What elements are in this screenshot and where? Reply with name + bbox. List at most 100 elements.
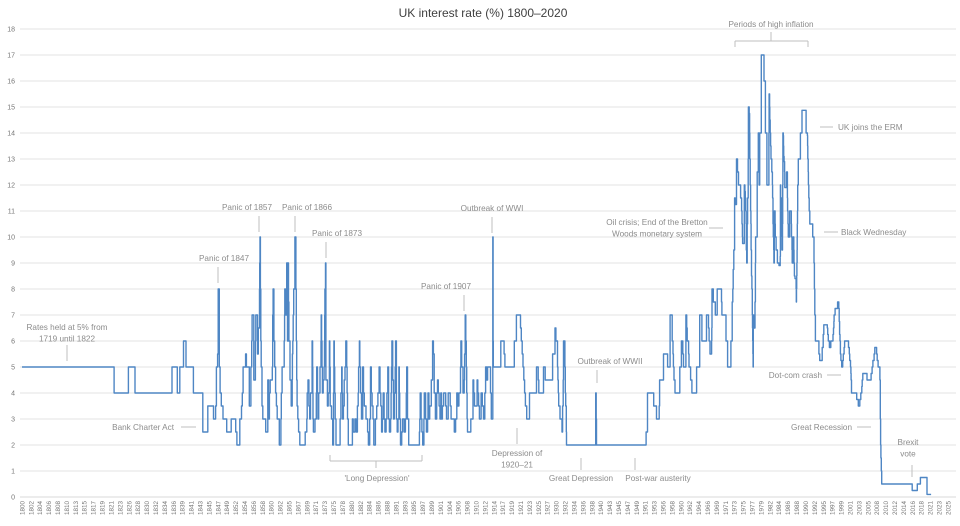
y-tick-label: 1 — [11, 469, 15, 476]
x-tick-label: 1869 — [304, 501, 311, 516]
x-tick-label: 1951 — [643, 501, 650, 516]
x-tick-label: 1977 — [750, 501, 757, 516]
x-tick-label: 1956 — [660, 501, 667, 516]
x-tick-label: 1880 — [349, 501, 356, 516]
x-tick-label: 1947 — [625, 501, 632, 516]
x-tick-label: 2003 — [856, 501, 863, 516]
x-tick-label: 1927 — [545, 501, 552, 516]
x-tick-label: 1806 — [46, 501, 53, 516]
x-tick-label: 1821 — [108, 501, 115, 516]
x-tick-label: 1932 — [563, 501, 570, 516]
annotation-dot-com-crash: Dot-com crash — [769, 371, 841, 380]
x-tick-label: 1858 — [260, 501, 267, 516]
x-tick-label: 1969 — [714, 501, 721, 516]
x-tick-label: 1912 — [482, 501, 489, 516]
x-tick-label: 1843 — [197, 501, 204, 516]
x-tick-label: 1936 — [580, 501, 587, 516]
x-tick-label: 2014 — [901, 501, 908, 516]
annotation-text-rates-held-note: Rates held at 5% from 1719 until 1822 — [26, 323, 107, 344]
x-tick-label: 1990 — [803, 501, 810, 516]
annotation-post-war-austerity: Post-war austerity — [625, 458, 692, 483]
y-tick-label: 12 — [7, 183, 15, 190]
x-tick-label: 1995 — [821, 501, 828, 516]
annotation-periods-high-inflation: Periods of high inflation — [728, 20, 814, 47]
y-tick-label: 8 — [11, 287, 15, 294]
annotation-text-panic-1847: Panic of 1847 — [199, 254, 250, 263]
x-tick-label: 1832 — [153, 501, 160, 516]
x-tick-label: 1819 — [100, 501, 107, 516]
x-tick-label: 1830 — [144, 501, 151, 516]
annotation-text-panic-1873: Panic of 1873 — [312, 229, 363, 238]
annotation-bank-charter-act: Bank Charter Act — [112, 423, 196, 432]
y-tick-label: 6 — [11, 339, 15, 346]
x-tick-label: 1923 — [527, 501, 534, 516]
annotation-text-black-wednesday: Black Wednesday — [841, 228, 907, 237]
x-tick-label: 2025 — [945, 501, 952, 516]
x-tick-label: 1862 — [278, 501, 285, 516]
y-tick-label: 10 — [7, 235, 15, 242]
x-tick-label: 2023 — [936, 501, 943, 516]
x-tick-label: 1802 — [28, 501, 35, 516]
y-tick-label: 13 — [7, 157, 15, 164]
x-tick-label: 1867 — [295, 501, 302, 516]
x-tick-label: 2010 — [883, 501, 890, 516]
y-tick-label: 7 — [11, 313, 15, 320]
annotation-panic-1857: Panic of 1857 — [222, 203, 273, 232]
x-tick-label: 1841 — [189, 501, 196, 516]
y-tick-label: 16 — [7, 79, 15, 86]
annotation-text-oil-crisis: Oil crisis; End of the Bretton Woods mone… — [606, 218, 708, 239]
x-tick-label: 1930 — [554, 501, 561, 516]
x-tick-label: 1910 — [473, 501, 480, 516]
x-tick-label: 1943 — [607, 501, 614, 516]
x-tick-label: 1897 — [420, 501, 427, 516]
annotation-panic-1847: Panic of 1847 — [199, 254, 250, 283]
annotation-outbreak-wwii: Outbreak of WWII — [577, 357, 643, 383]
x-tick-label: 1871 — [313, 501, 320, 516]
x-tick-label: 1882 — [358, 501, 365, 516]
x-tick-label: 1960 — [678, 501, 685, 516]
chart-title: UK interest rate (%) 1800–2020 — [399, 6, 568, 20]
x-tick-label: 1904 — [447, 501, 454, 516]
x-tick-label: 1804 — [37, 501, 44, 516]
x-tick-label: 2021 — [928, 501, 935, 516]
y-tick-label: 0 — [11, 495, 15, 502]
x-tick-label: 2016 — [910, 501, 917, 516]
x-tick-label: 1945 — [616, 501, 623, 516]
annotation-text-outbreak-wwi: Outbreak of WWI — [461, 204, 524, 213]
y-tick-label: 9 — [11, 261, 15, 268]
x-tick-label: 1979 — [758, 501, 765, 516]
x-tick-label: 1934 — [571, 501, 578, 516]
annotation-long-depression: 'Long Depression' — [329, 455, 423, 483]
x-tick-label: 2005 — [865, 501, 872, 516]
x-tick-label: 2018 — [919, 501, 926, 516]
x-tick-label: 1888 — [384, 501, 391, 516]
x-tick-label: 1873 — [322, 501, 329, 516]
x-tick-label: 1886 — [376, 501, 383, 516]
x-tick-label: 1847 — [215, 501, 222, 516]
annotation-black-wednesday: Black Wednesday — [824, 228, 907, 237]
annotation-text-panic-1866: Panic of 1866 — [282, 203, 333, 212]
annotation-uk-joins-erm: UK joins the ERM — [820, 123, 903, 132]
annotation-text-great-recession: Great Recession — [791, 423, 852, 432]
y-tick-label: 4 — [11, 391, 15, 398]
x-axis-labels: 1800 1802 1804 1806 1808 1810 1813 1815 1817 1819… — [19, 501, 952, 516]
x-tick-label: 1940 — [598, 501, 605, 516]
x-tick-label: 1884 — [367, 501, 374, 516]
annotation-text-panic-1857: Panic of 1857 — [222, 203, 273, 212]
annotation-panic-1907: Panic of 1907 — [421, 282, 471, 311]
annotation-outbreak-wwi: Outbreak of WWI — [461, 204, 524, 233]
y-tick-label: 18 — [7, 27, 15, 34]
x-tick-label: 1899 — [429, 501, 436, 516]
y-tick-label: 14 — [7, 131, 15, 138]
y-tick-label: 5 — [11, 365, 15, 372]
x-tick-label: 1914 — [491, 501, 498, 516]
x-tick-label: 1839 — [180, 501, 187, 516]
annotation-rates-held-note: Rates held at 5% from 1719 until 1822 — [26, 323, 108, 361]
x-tick-label: 1893 — [402, 501, 409, 516]
x-tick-label: 1966 — [705, 501, 712, 516]
annotation-oil-crisis: Oil crisis; End of the Bretton Woods mone… — [606, 218, 723, 239]
annotation-text-great-depression: Great Depression — [549, 474, 614, 483]
y-tick-label: 3 — [11, 417, 15, 424]
annotation-text-outbreak-wwii: Outbreak of WWII — [577, 357, 642, 366]
